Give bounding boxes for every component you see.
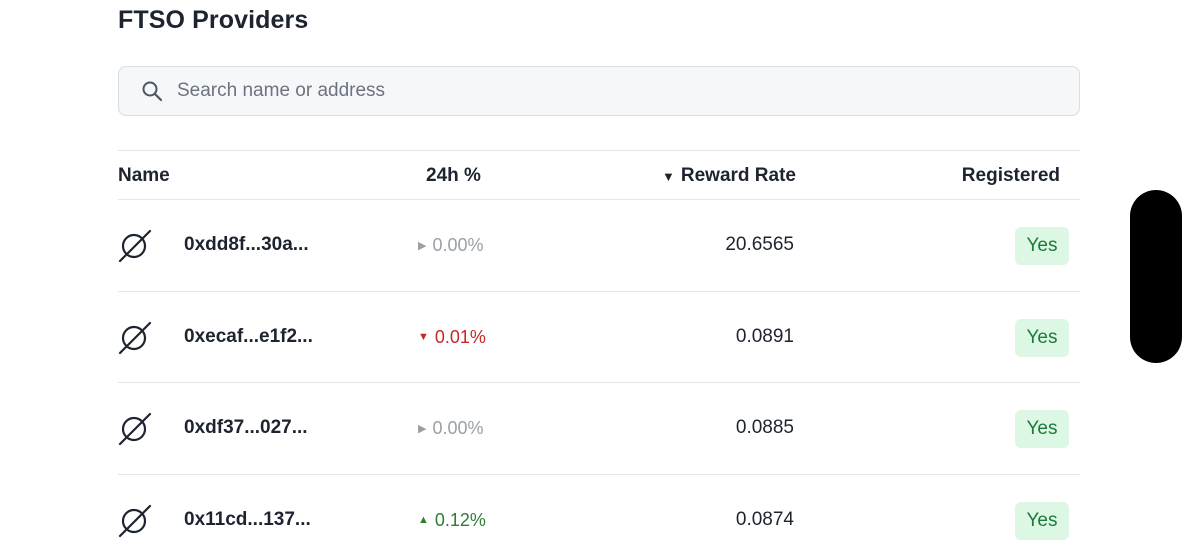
registered-badge: Yes [1015, 410, 1069, 448]
trend-flat-icon: ▶ [418, 240, 427, 252]
change-24h-value: 0.00% [432, 235, 484, 255]
table-header: Name 24h % ▼ Reward Rate Registered [118, 150, 1080, 200]
change-24h-value: 0.00% [432, 418, 484, 438]
change-24h-value: 0.12% [434, 509, 486, 530]
provider-address[interactable]: 0xecaf...e1f2... [184, 325, 313, 347]
provider-address[interactable]: 0xdd8f...30a... [184, 234, 309, 255]
page-title: FTSO Providers [118, 6, 309, 34]
provider-address[interactable]: 0xdf37...027... [184, 417, 308, 438]
reward-rate-value: 0.0874 [735, 508, 794, 530]
table-row[interactable]: 0xecaf...e1f2... ▼ 0.01% 0.0891 Yes [118, 292, 1080, 383]
change-24h: ▲ 0.12% [418, 510, 486, 531]
column-header-registered[interactable]: Registered [961, 165, 1060, 186]
empty-set-icon [118, 412, 152, 446]
search-input[interactable] [175, 79, 1059, 103]
registered-badge: Yes [1015, 227, 1069, 265]
providers-table: Name 24h % ▼ Reward Rate Registered 0xdd… [118, 150, 1080, 552]
registered-badge: Yes [1015, 318, 1069, 357]
trend-flat-icon: ▶ [418, 423, 427, 435]
reward-rate-value: 20.6565 [725, 234, 794, 255]
search-icon [141, 80, 163, 102]
table-row[interactable]: 0xdf37...027... ▶ 0.00% 0.0885 Yes [118, 383, 1080, 475]
trend-down-icon: ▼ [418, 331, 429, 343]
provider-address[interactable]: 0x11cd...137... [184, 508, 311, 530]
sort-descending-icon: ▼ [662, 168, 675, 184]
change-24h: ▶ 0.00% [418, 235, 484, 256]
column-header-name[interactable]: Name [118, 165, 170, 186]
scrollbar-thumb[interactable] [1130, 190, 1182, 363]
column-header-reward-label: Reward Rate [680, 165, 796, 186]
empty-set-icon [118, 321, 152, 355]
column-header-24h-pct[interactable]: 24h % [426, 165, 481, 186]
change-24h-value: 0.01% [434, 326, 486, 347]
table-row[interactable]: 0xdd8f...30a... ▶ 0.00% 20.6565 Yes [118, 200, 1080, 292]
search-box[interactable] [118, 66, 1080, 116]
table-row[interactable]: 0x11cd...137... ▲ 0.12% 0.0874 Yes [118, 475, 1080, 552]
change-24h: ▼ 0.01% [418, 327, 486, 348]
empty-set-icon [118, 229, 152, 263]
reward-rate-value: 0.0891 [735, 325, 794, 347]
change-24h: ▶ 0.00% [418, 418, 484, 439]
empty-set-icon [118, 504, 152, 538]
trend-up-icon: ▲ [418, 514, 429, 526]
table-body: 0xdd8f...30a... ▶ 0.00% 20.6565 Yes 0xecaf...… [118, 200, 1080, 552]
registered-badge: Yes [1015, 501, 1069, 540]
reward-rate-value: 0.0885 [735, 417, 794, 438]
column-header-reward-rate[interactable]: ▼ Reward Rate [662, 165, 796, 187]
